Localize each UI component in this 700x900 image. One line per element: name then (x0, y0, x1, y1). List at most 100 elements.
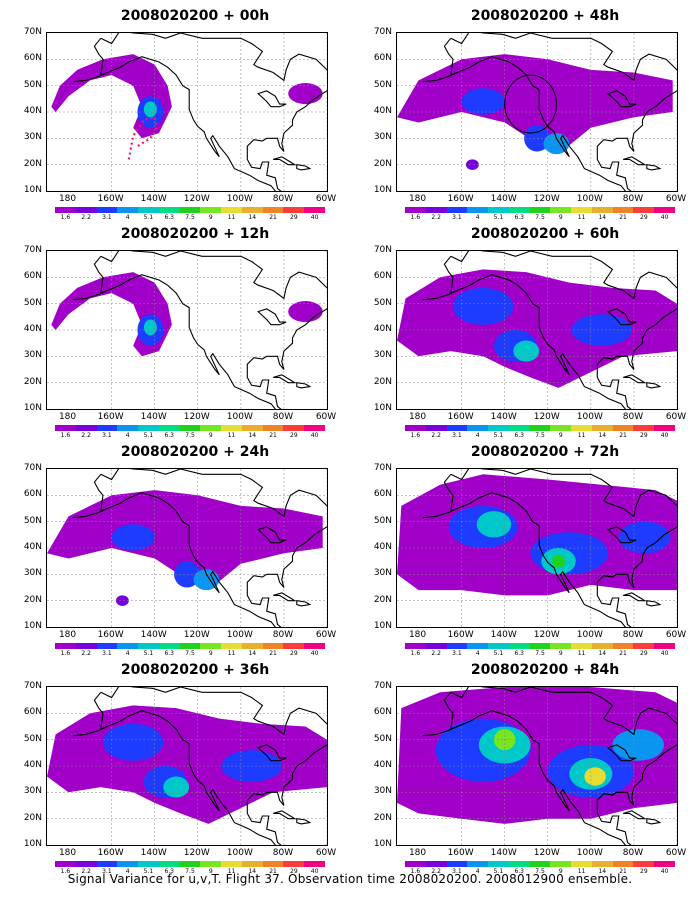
colorbar-swatch (425, 425, 447, 431)
colorbar-label: 3.1 (102, 868, 112, 875)
lon-tick-label: 60W (665, 630, 687, 640)
variance-contour (47, 705, 327, 824)
colorbar-swatch (612, 643, 634, 649)
colorbar-label: 6.3 (164, 650, 174, 657)
variance-map (397, 687, 677, 845)
lon-tick-label: 120W (533, 630, 560, 640)
colorbar-label: 4 (475, 432, 480, 439)
coastline (93, 691, 104, 730)
lat-tick-label: 40N (373, 324, 392, 334)
colorbar-swatch (304, 861, 325, 867)
colorbar-swatch (241, 643, 263, 649)
lon-tick-label: 180 (58, 848, 77, 858)
lon-tick-label: 140W (490, 630, 517, 640)
variance-map (47, 251, 327, 409)
lon-tick-label: 100W (226, 194, 253, 204)
colorbar-swatch (304, 207, 325, 213)
colorbar-swatch (75, 425, 97, 431)
colorbar-swatch (508, 207, 530, 213)
colorbar-label: 40 (310, 868, 319, 875)
colorbar-swatch (654, 643, 675, 649)
colorbar-label: 4 (475, 868, 480, 875)
variance-contour (476, 511, 512, 538)
colorbar-label: 5.1 (493, 214, 504, 221)
colorbar-swatch (405, 861, 426, 867)
coastline (450, 56, 627, 191)
map-panel: 2008020200 + 48h 70N 60N 50N 40N 30N 20N 10N 180… (360, 8, 700, 226)
lat-tick-label: 50N (23, 515, 42, 526)
colorbar-swatch (283, 425, 305, 431)
colorbar-label: 40 (660, 214, 669, 221)
colorbar-label: 7.5 (535, 650, 545, 657)
colorbar-label: 7.5 (535, 432, 545, 439)
colorbar (55, 425, 325, 431)
map-area (396, 32, 678, 192)
panel-title: 2008020200 + 60h (470, 226, 620, 242)
colorbar-swatch (550, 643, 572, 649)
lon-tick-label: 100W (226, 848, 253, 858)
colorbar-label: 7.5 (185, 868, 195, 875)
map-area (46, 468, 328, 628)
lat-tick-label: 70N (23, 463, 42, 473)
lat-tick-label: 10N (373, 621, 392, 631)
lat-tick-label: 60N (373, 53, 392, 64)
colorbar-labels: 1.6 2.2 3.1 4 5.1 6.3 7.5 9 11 14 21 29 40 (55, 432, 325, 442)
colorbar-swatch (654, 861, 675, 867)
colorbar-label: 5.1 (143, 214, 154, 221)
lat-tick-label: 40N (23, 106, 42, 116)
colorbar-label: 1.6 (410, 650, 421, 657)
lon-tick-label: 160W (97, 848, 124, 858)
colorbar-label: 21 (619, 214, 627, 221)
colorbar-swatch (571, 861, 592, 867)
coastline (93, 37, 104, 76)
colorbar-swatch (529, 425, 551, 431)
highlight-circle (504, 74, 557, 134)
coastline (273, 810, 297, 820)
lat-tick-label: 60N (23, 707, 42, 718)
colorbar-label: 4 (475, 650, 480, 657)
lat-tick-label: 60N (23, 489, 42, 500)
colorbar (405, 425, 675, 431)
variance-contour (193, 569, 220, 591)
colorbar-swatch (571, 425, 592, 431)
lon-tick-label: 160W (97, 412, 124, 422)
panel-title: 2008020200 + 12h (120, 226, 270, 242)
colorbar-label: 1.6 (60, 432, 71, 439)
colorbar-label: 2.2 (81, 214, 91, 221)
lon-tick-label: 80W (622, 194, 644, 204)
colorbar-swatch (446, 861, 468, 867)
colorbar-label: 7.5 (185, 214, 195, 221)
colorbar-label: 5.1 (143, 432, 154, 439)
lat-tick-label: 60N (373, 707, 392, 718)
variance-contour (465, 159, 479, 170)
colorbar-label: 4 (125, 650, 130, 657)
colorbar-swatch (508, 643, 530, 649)
lat-tick-label: 20N (23, 594, 42, 605)
colorbar-swatch (96, 643, 118, 649)
coastline (450, 33, 677, 191)
lat-tick-label: 10N (23, 839, 42, 849)
colorbar-label: 6.3 (164, 432, 174, 439)
map-panel: 2008020200 + 60h 70N 60N 50N 40N 30N 20N 10N 180… (360, 226, 700, 444)
colorbar-label: 40 (310, 432, 319, 439)
colorbar-label: 5.1 (493, 650, 504, 657)
colorbar-label: 29 (290, 650, 298, 657)
variance-contour (552, 554, 565, 568)
coastline (443, 255, 454, 294)
colorbar-label: 29 (640, 214, 648, 221)
figure-caption: Signal Variance for u,v,T. Flight 37. Ob… (67, 872, 633, 886)
colorbar-swatch (612, 425, 634, 431)
colorbar-label: 11 (227, 432, 236, 439)
lat-tick-label: 20N (373, 158, 392, 169)
lon-tick-label: 140W (140, 848, 167, 858)
colorbar-swatch (633, 861, 655, 867)
colorbar-label: 7.5 (185, 650, 195, 657)
colorbar-swatch (221, 207, 242, 213)
colorbar-label: 6.3 (164, 214, 174, 221)
colorbar-swatch (591, 643, 613, 649)
coastline (93, 473, 104, 512)
lon-tick-label: 180 (58, 630, 77, 640)
colorbar-swatch (529, 861, 551, 867)
colorbar-label: 11 (577, 214, 586, 221)
colorbar-labels: 1.6 2.2 3.1 4 5.1 6.3 7.5 9 11 14 21 29 40 (405, 650, 675, 660)
